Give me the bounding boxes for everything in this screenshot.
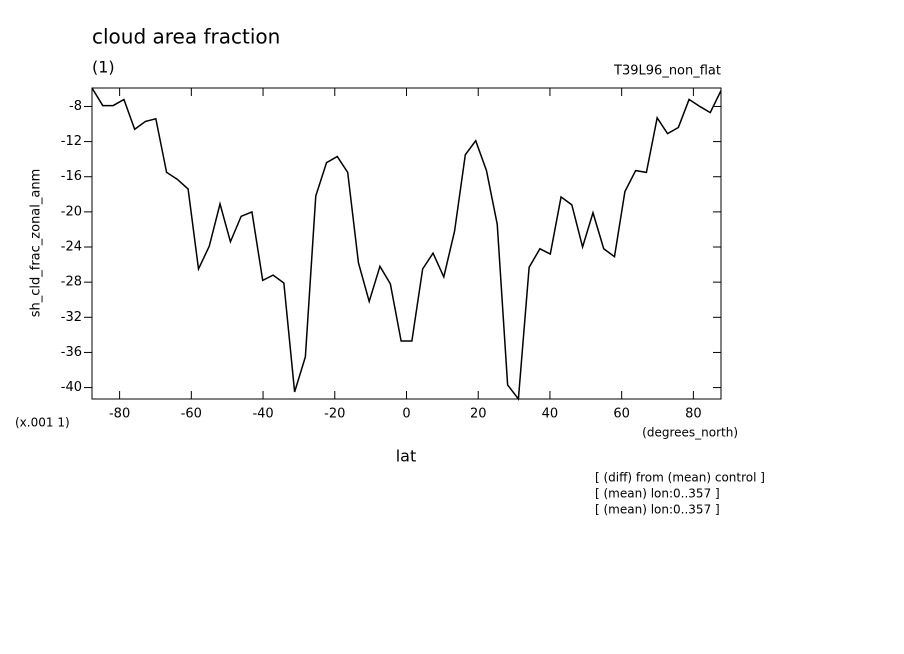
x-unit: (degrees_north) <box>642 426 738 440</box>
y-tick-label: -36 <box>61 345 82 360</box>
note: [ (mean) lon:0..357 ] <box>595 503 720 517</box>
y-tick-label: -16 <box>61 169 82 184</box>
x-tick-label: 40 <box>542 407 559 422</box>
x-tick-label: -60 <box>181 407 202 422</box>
x-tick-label: -40 <box>252 407 273 422</box>
data-line <box>91 87 722 402</box>
chart-title: cloud area fraction <box>92 25 280 49</box>
x-axis-label: lat <box>396 447 417 466</box>
x-tick-label: -80 <box>109 407 130 422</box>
x-tick-label: 60 <box>613 407 630 422</box>
y-tick-label: -32 <box>61 310 82 325</box>
y-tick-label: -40 <box>61 380 82 395</box>
y-tick-label: -24 <box>61 240 82 255</box>
plot-frame <box>91 87 722 400</box>
y-tick-label: -12 <box>61 134 82 149</box>
x-tick-label: 20 <box>470 407 487 422</box>
x-tick-label: -20 <box>324 407 345 422</box>
run-label: T39L96_non_flat <box>613 64 721 79</box>
y-tick-label: -20 <box>61 204 82 219</box>
y-tick-label: -28 <box>61 275 82 290</box>
x-tick-label: 0 <box>402 407 410 422</box>
y-unit: (x.001 1) <box>15 416 70 430</box>
note: [ (diff) from (mean) control ] <box>595 471 765 485</box>
y-axis-label: sh_cld_frac_zonal_anm <box>29 169 44 318</box>
y-tick-label: -8 <box>69 99 82 114</box>
x-tick-label: 80 <box>685 407 702 422</box>
chart-subtitle: (1) <box>92 58 115 77</box>
note: [ (mean) lon:0..357 ] <box>595 487 720 501</box>
